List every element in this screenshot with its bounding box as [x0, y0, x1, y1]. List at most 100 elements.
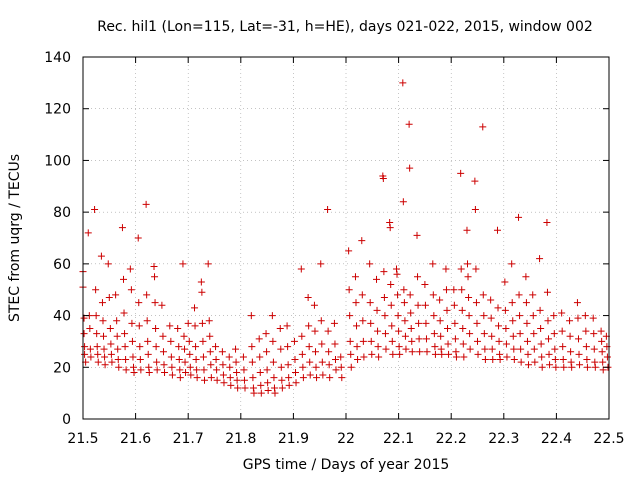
data-point: [207, 374, 215, 382]
data-point: [305, 322, 313, 330]
data-point: [351, 273, 359, 281]
data-point: [380, 268, 388, 276]
data-point: [175, 356, 183, 364]
data-point: [305, 343, 313, 351]
data-point: [276, 325, 284, 332]
data-point: [567, 358, 575, 366]
data-point: [240, 376, 248, 384]
data-point: [437, 345, 445, 353]
data-point: [358, 291, 366, 299]
data-point: [501, 306, 509, 314]
data-point: [473, 319, 481, 327]
data-point: [379, 175, 387, 183]
data-point: [167, 353, 175, 361]
data-point: [523, 337, 531, 345]
data-point: [353, 343, 361, 351]
data-point: [197, 278, 205, 286]
data-point: [430, 330, 438, 338]
data-point: [153, 358, 161, 366]
data-point: [401, 317, 409, 325]
data-point: [240, 366, 248, 374]
data-point: [122, 366, 130, 374]
data-point: [421, 281, 429, 289]
data-point: [249, 374, 257, 382]
data-point: [298, 350, 306, 358]
data-point: [510, 356, 518, 364]
data-point: [436, 296, 444, 304]
data-point: [212, 356, 220, 364]
data-point: [480, 312, 488, 320]
data-point: [126, 265, 134, 273]
data-point: [395, 327, 403, 335]
data-point: [191, 322, 199, 330]
data-point: [368, 350, 376, 358]
data-point: [603, 353, 611, 361]
data-point: [353, 322, 361, 330]
data-point: [151, 299, 159, 307]
data-points: [79, 79, 612, 397]
x-tick-label: 21.5: [67, 431, 98, 447]
data-point: [529, 312, 537, 320]
data-point: [583, 363, 591, 371]
data-point: [175, 343, 183, 351]
data-point: [159, 348, 167, 356]
data-point: [143, 291, 151, 299]
data-point: [232, 358, 240, 366]
data-point: [576, 361, 584, 369]
data-point: [263, 348, 271, 356]
grid-lines: [83, 57, 609, 419]
axis-ticks: [82, 56, 610, 420]
y-tick-label: 60: [53, 257, 71, 273]
data-point: [292, 379, 300, 387]
data-point: [158, 301, 166, 309]
data-point: [226, 363, 234, 371]
data-point: [489, 356, 497, 364]
data-point: [525, 361, 533, 369]
data-point: [517, 358, 525, 366]
data-point: [104, 260, 112, 268]
data-point: [509, 317, 517, 325]
data-point: [488, 332, 496, 340]
y-tick-label: 120: [44, 102, 71, 118]
data-point: [442, 286, 450, 294]
data-point: [233, 368, 241, 376]
data-point: [168, 371, 176, 379]
data-point: [297, 265, 305, 273]
data-point: [517, 345, 525, 353]
data-point: [366, 299, 374, 307]
data-point: [115, 363, 123, 371]
data-point: [503, 353, 511, 361]
data-point: [120, 275, 128, 283]
data-point: [591, 358, 599, 366]
data-point: [386, 224, 394, 232]
data-point: [422, 335, 430, 343]
data-point: [201, 376, 209, 384]
data-point: [135, 299, 143, 307]
data-point: [257, 389, 265, 397]
data-point: [187, 371, 195, 379]
data-point: [591, 363, 599, 371]
data-point: [283, 322, 291, 330]
data-point: [445, 350, 453, 358]
data-point: [312, 363, 320, 371]
data-point: [161, 368, 169, 376]
data-point: [285, 374, 293, 382]
data-point: [269, 358, 277, 366]
data-point: [558, 327, 566, 335]
data-point: [186, 363, 194, 371]
data-point: [537, 340, 545, 348]
x-tick-label: 21.9: [278, 431, 309, 447]
y-axis-tick-labels: 0 20 40 60 80 100 120 140: [44, 50, 71, 428]
data-point: [487, 296, 495, 304]
data-point: [382, 345, 390, 353]
data-point: [145, 368, 153, 376]
data-point: [573, 299, 581, 307]
data-point: [93, 343, 101, 351]
data-point: [522, 273, 530, 281]
data-point: [284, 343, 292, 351]
data-point: [396, 350, 404, 358]
data-point: [423, 348, 431, 356]
data-point: [113, 317, 121, 325]
data-point: [597, 327, 605, 335]
